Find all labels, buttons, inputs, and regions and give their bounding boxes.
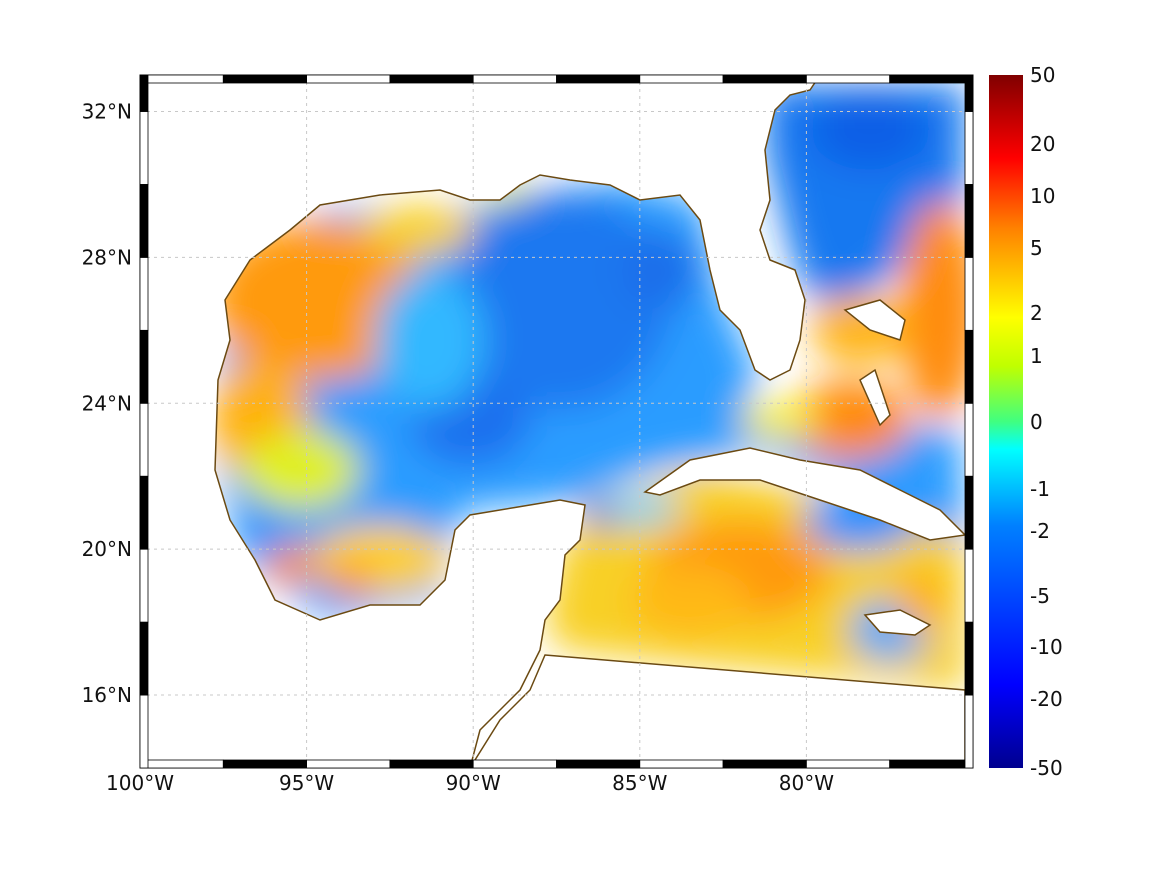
frame-bar-right xyxy=(964,256,974,331)
frame-bar-right xyxy=(964,621,974,696)
frame-bar-left xyxy=(139,329,149,404)
map-frame xyxy=(139,74,974,769)
colorbar-tick-label: -5 xyxy=(1030,584,1050,608)
colorbar-tick-label: -20 xyxy=(1030,687,1063,711)
colorbar-tick-label: 2 xyxy=(1030,301,1043,325)
frame-bar-right xyxy=(964,184,974,258)
lat-tick-label: 32°N xyxy=(82,99,132,123)
colorbar-tick-label: 10 xyxy=(1030,184,1055,208)
frame-bar-top xyxy=(889,74,974,84)
frame-bar-bottom xyxy=(306,759,391,769)
frame-bar-top xyxy=(222,74,308,84)
frame-bar-left xyxy=(139,184,149,258)
colorbar-tick-label: -2 xyxy=(1030,519,1050,543)
frame-bar-bottom xyxy=(556,759,641,769)
lat-tick-label: 24°N xyxy=(82,391,132,415)
frame-bar-top xyxy=(389,74,474,84)
lon-tick-label: 85°W xyxy=(612,771,667,795)
colorbar-tick-label: -1 xyxy=(1030,477,1050,501)
frame-bar-bottom xyxy=(139,759,224,769)
frame-bar-bottom xyxy=(806,759,891,769)
colorbar-tick-label: -50 xyxy=(1030,756,1063,780)
colorbar-tick-label: 0 xyxy=(1030,410,1043,434)
frame-bar-right xyxy=(964,694,974,769)
longitude-tick-labels: 100°W 95°W 90°W 85°W 80°W xyxy=(106,771,834,795)
frame-bar-left xyxy=(139,475,149,550)
land-layer xyxy=(140,75,967,768)
frame-bar-top xyxy=(806,74,891,84)
lon-tick-label: 95°W xyxy=(279,771,334,795)
frame-bar-left xyxy=(139,402,149,477)
frame-bar-bottom xyxy=(389,759,474,769)
colorbar xyxy=(989,75,1023,768)
frame-bar-left xyxy=(139,74,149,112)
lon-tick-label: 100°W xyxy=(106,771,174,795)
frame-bar-bottom xyxy=(889,759,974,769)
lon-tick-label: 80°W xyxy=(779,771,834,795)
frame-bar-top xyxy=(722,74,807,84)
lat-tick-label: 20°N xyxy=(82,537,132,561)
frame-bar-right xyxy=(964,548,974,623)
colorbar-tick-label: 1 xyxy=(1030,344,1043,368)
lat-tick-label: 28°N xyxy=(82,245,132,269)
frame-bar-bottom xyxy=(222,759,308,769)
frame-bar-right xyxy=(964,111,974,185)
colorbar-tick-label: -10 xyxy=(1030,635,1063,659)
frame-bar-bottom xyxy=(639,759,724,769)
frame-bar-top xyxy=(639,74,724,84)
lat-tick-label: 16°N xyxy=(82,683,132,707)
colorbar-tick-label: 20 xyxy=(1030,132,1055,156)
frame-bar-left xyxy=(139,621,149,696)
frame-bar-top xyxy=(556,74,641,84)
frame-bar-right xyxy=(964,402,974,477)
frame-bar-right xyxy=(964,475,974,550)
frame-bar-left xyxy=(139,548,149,623)
frame-bar-left xyxy=(139,256,149,331)
frame-bar-right xyxy=(964,329,974,404)
frame-bar-right xyxy=(964,74,974,112)
frame-bar-bottom xyxy=(722,759,807,769)
colorbar-tick-label: 5 xyxy=(1030,236,1043,260)
graticule xyxy=(140,75,973,768)
frame-bar-left xyxy=(139,694,149,769)
lon-tick-label: 90°W xyxy=(446,771,501,795)
frame-bar-bottom xyxy=(472,759,557,769)
frame-bar-left xyxy=(139,111,149,185)
colorbar-tick-label: 50 xyxy=(1030,63,1055,87)
frame-bar-top xyxy=(306,74,391,84)
latitude-tick-labels: 32°N 28°N 24°N 20°N 16°N xyxy=(82,99,132,707)
field-layer xyxy=(210,85,973,690)
frame-bar-top xyxy=(139,74,224,84)
frame-bar-top xyxy=(472,74,557,84)
